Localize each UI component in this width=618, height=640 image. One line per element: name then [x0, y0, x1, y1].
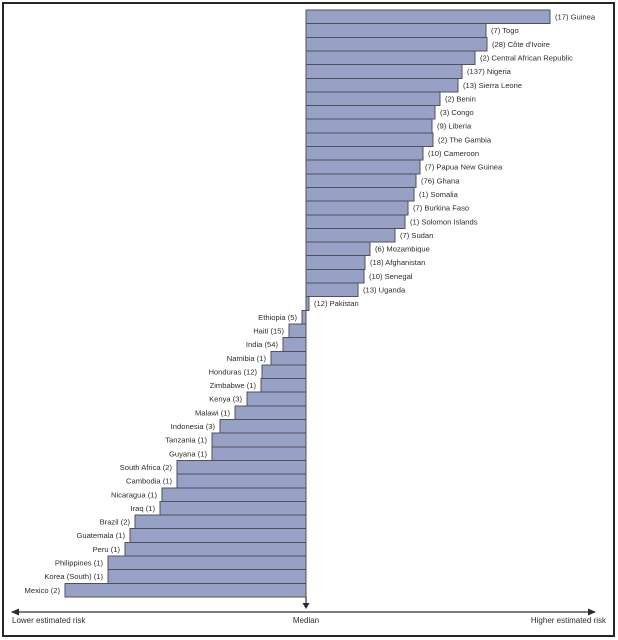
bar-label: (6) Mozambique [375, 245, 430, 254]
bar-label: Honduras (12) [208, 367, 257, 376]
risk-bar [301, 309, 307, 325]
bar-label: (2) Benin [445, 94, 476, 103]
bar-label: (137) Nigeria [467, 67, 512, 76]
risk-bar [305, 200, 409, 216]
risk-bar [305, 241, 371, 257]
bar-label: (13) Uganda [363, 286, 406, 295]
risk-bar [305, 105, 436, 120]
risk-bar [305, 255, 366, 270]
risk-bar [305, 173, 417, 188]
bar-label: Kenya (3) [209, 395, 242, 404]
bar-label: (10) Cameroon [428, 149, 479, 158]
axis-label-lower-risk: Lower estimated risk [12, 616, 86, 625]
bar-label: (76) Ghana [421, 176, 460, 185]
axis-label-higher-risk: Higher estimated risk [530, 616, 606, 625]
bar-label: Nicaragua (1) [111, 490, 157, 499]
risk-bar [305, 268, 365, 284]
bar-label: Cambodia (1) [126, 477, 172, 486]
right-arrowhead-icon [588, 608, 596, 616]
left-arrowhead-icon [11, 608, 19, 616]
risk-bar [305, 9, 551, 25]
bar-label: Zimbabwe (1) [210, 381, 257, 390]
bar-label: Namibia (1) [227, 354, 267, 363]
risk-bar [159, 500, 307, 516]
risk-bar [305, 91, 441, 107]
bar-label: Indonesia (3) [171, 422, 216, 431]
risk-bar [260, 378, 307, 393]
bar-label: (7) Sudan [400, 231, 433, 240]
bar-label: Peru (1) [93, 545, 121, 554]
risk-bar [124, 541, 307, 557]
bar-label: Philippines (1) [55, 559, 104, 568]
bar-label: Malawi (1) [195, 408, 230, 417]
bar-label: (13) Sierra Leone [463, 81, 522, 90]
risk-bar [176, 473, 307, 489]
risk-axis [11, 608, 596, 616]
risk-bar [305, 214, 406, 229]
bar-label: (12) Pakistan [314, 299, 359, 308]
risk-bar [161, 487, 307, 502]
risk-bar [305, 118, 433, 134]
bar-label: (7) Burkina Faso [413, 204, 469, 213]
risk-bar [129, 528, 307, 543]
risk-bar [107, 555, 307, 571]
risk-bar [305, 77, 459, 93]
bar-label: Brazil (2) [100, 518, 131, 527]
risk-bar [107, 569, 307, 584]
bar-label: (1) Somalia [419, 190, 459, 199]
risk-bar [64, 582, 307, 598]
bar-label: (10) Senegal [369, 272, 413, 281]
risk-bar [176, 459, 307, 475]
bar-label: Korea (South) (1) [44, 572, 103, 581]
risk-bar [305, 227, 396, 243]
bar-label: (1) Solomon Islands [410, 217, 478, 226]
risk-bar [305, 23, 487, 38]
risk-bar [134, 514, 307, 530]
risk-bar [305, 159, 421, 175]
bar-label: India (54) [246, 340, 279, 349]
bar-label: (9) Liberia [437, 122, 472, 131]
risk-bar [211, 446, 307, 461]
risk-bar [305, 282, 359, 298]
bars-group: (17) Guinea (7) Togo (28) Côte d'Ivoire (2)… [25, 9, 596, 598]
risk-bar [305, 132, 434, 148]
bar-label: (3) Congo [440, 108, 474, 117]
bar-label: (7) Togo [491, 26, 519, 35]
risk-bar [270, 350, 307, 366]
risk-bar [261, 364, 307, 380]
risk-bar [288, 323, 307, 339]
bar-label: (2) The Gambia [438, 135, 492, 144]
bar-label: Guyana (1) [169, 449, 207, 458]
bar-label: Guatemala (1) [76, 531, 125, 540]
bar-label: (7) Papua New Guinea [425, 163, 503, 172]
bar-label: Ethiopia (5) [258, 313, 297, 322]
risk-bar [211, 432, 307, 448]
bar-label: (2) Central African Republic [480, 53, 573, 62]
bar-label: Mexico (2) [25, 586, 61, 595]
median-arrow-icon [302, 597, 310, 609]
risk-bar [282, 337, 307, 352]
risk-bar [246, 391, 307, 407]
bar-label: Tanzania (1) [165, 436, 207, 445]
bar-label: (18) Afghanistan [370, 258, 425, 267]
risk-bar [219, 419, 307, 434]
risk-bar [234, 405, 307, 421]
bar-label: Haiti (15) [253, 326, 284, 335]
bar-label: (17) Guinea [555, 13, 596, 22]
bar-label: Iraq (1) [131, 504, 156, 513]
axis-label-median: Median [292, 616, 320, 625]
risk-bar [305, 296, 310, 311]
risk-bar [305, 146, 424, 161]
risk-bar [305, 64, 463, 79]
risk-bar [305, 186, 415, 202]
risk-bar [305, 50, 476, 66]
bar-label: (28) Côte d'Ivoire [492, 40, 550, 49]
risk-bar [305, 36, 488, 52]
bar-label: South Africa (2) [120, 463, 173, 472]
